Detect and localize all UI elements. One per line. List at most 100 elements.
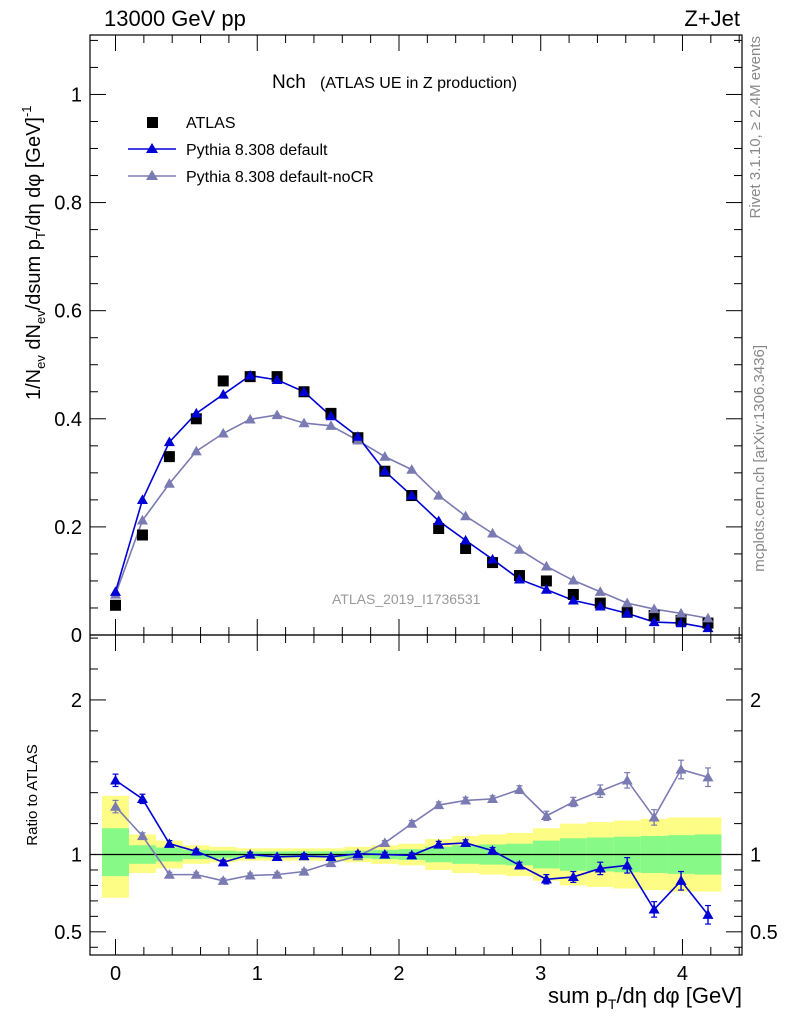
ratio-nocr-point (379, 837, 391, 848)
legend-nocr-label: Pythia 8.308 default-noCR (186, 169, 374, 186)
atlas-data-point (136, 529, 148, 541)
atlas-data-point (217, 375, 229, 387)
default-data-point (406, 490, 418, 500)
x-tick-label: 2 (393, 963, 404, 985)
default-data-point (567, 594, 579, 605)
plot-title: Nch (272, 72, 306, 93)
ratio-plot-panel: 0.5 1 2 0.5 1 2 0 1 2 3 4 Ratio to ATLAS (24, 634, 778, 985)
ratio-default-point (379, 849, 391, 859)
nocr-data-point (460, 510, 472, 521)
atlas-data-point (567, 588, 579, 600)
ratio-nocr-point (487, 793, 499, 803)
nocr-data-point (136, 514, 148, 525)
nocr-data-point (325, 420, 337, 430)
legend-atlas-marker (147, 117, 158, 128)
default-data-point (487, 553, 499, 564)
ratio-default-point (352, 848, 364, 858)
main-y-axis-title: 1/Nev dNev/dsum pT/dη dφ [GeV]-1 (19, 105, 48, 400)
ratio-nocr-point (163, 869, 175, 879)
default-data-point (325, 410, 337, 421)
legend-nocr-marker (146, 170, 158, 180)
atlas-data-point (110, 599, 122, 611)
ratio-y-tick-label-right: 0.5 (750, 922, 778, 944)
ratio-y-tick-label-right: 2 (750, 690, 761, 712)
atlas-data-point (648, 610, 660, 622)
atlas-data-point (460, 543, 472, 555)
ratio-nocr-point (271, 869, 283, 879)
default-data-point (110, 586, 122, 596)
ratio-default-point (540, 873, 552, 884)
main-y-tick-label: 1 (71, 84, 82, 106)
default-data-point (513, 573, 525, 584)
legend: ATLAS Pythia 8.308 default Pythia 8.308 … (128, 115, 374, 186)
source-label: mcplots.cern.ch [arXiv:1306.3436] (751, 345, 768, 572)
ratio-default-point (675, 875, 687, 885)
ratio-y-axis-title: Ratio to ATLAS (24, 744, 41, 845)
rivet-version-label: Rivet 3.1.10, ≥ 2.4M events (747, 36, 764, 219)
ratio-nocr-point (513, 784, 525, 794)
default-data-point (298, 386, 310, 396)
default-data-point (271, 374, 283, 384)
analysis-label: ATLAS_2019_I1736531 (332, 591, 481, 607)
ratio-default-point (190, 845, 202, 856)
header-right: Z+Jet (684, 6, 740, 31)
x-tick-label: 4 (677, 963, 688, 985)
ratio-default-point (163, 838, 175, 848)
default-data-point (460, 534, 472, 545)
header-left: 13000 GeV pp (104, 6, 246, 31)
ratio-y-tick-label-right: 1 (750, 845, 761, 867)
ratio-nocr-point (244, 869, 256, 880)
default-data-point (244, 370, 256, 380)
atlas-data-point (163, 451, 175, 463)
legend-atlas-label: ATLAS (186, 115, 236, 132)
ratio-default-point (594, 862, 606, 873)
ratio-nocr-point (702, 771, 714, 782)
ratio-default-point (621, 859, 633, 870)
main-y-tick-label: 0 (71, 625, 82, 647)
nocr-data-point (163, 478, 175, 488)
ratio-default-point (406, 849, 418, 860)
ratio-nocr-point (136, 830, 148, 841)
ratio-nocr-point (110, 801, 122, 811)
ratio-nocr-point (675, 763, 687, 774)
ratio-default-point (244, 849, 256, 859)
series-line-nocr (114, 414, 709, 620)
plot-subtitle: (ATLAS UE in Z production) (320, 75, 517, 92)
nocr-data-point (594, 586, 606, 596)
default-data-point (352, 431, 364, 441)
x-tick-label: 0 (110, 963, 121, 985)
nocr-data-point (648, 603, 660, 614)
ratio-nocr-point (540, 810, 552, 820)
ratio-y-tick-label: 1 (71, 845, 82, 867)
ratio-default-point (460, 837, 472, 848)
atlas-data-point (433, 523, 445, 535)
main-plot-panel: 0 0.2 0.4 0.6 0.8 1 Nch (ATLAS UE in Z produc… (19, 34, 743, 647)
default-data-point (675, 617, 687, 628)
main-y-tick-label: 0.6 (54, 301, 82, 323)
nocr-data-point (406, 464, 418, 474)
nocr-data-point (513, 544, 525, 554)
ratio-nocr-point (648, 811, 660, 822)
default-data-point (648, 616, 660, 627)
ratio-nocr-point (433, 799, 445, 810)
default-data-point (163, 436, 175, 447)
default-data-point (190, 407, 202, 418)
main-y-tick-label: 0.2 (54, 517, 82, 539)
ratio-default-point (325, 851, 337, 861)
nocr-data-point (379, 451, 391, 461)
ratio-nocr-point (567, 796, 579, 807)
ratio-plot-frame (89, 634, 743, 956)
ratio-default-point (271, 851, 283, 861)
ratio-nocr-point (621, 774, 633, 785)
ratio-default-point (567, 871, 579, 882)
default-data-point (621, 607, 633, 618)
nocr-data-point (298, 417, 310, 428)
nocr-data-point (567, 574, 579, 585)
ratio-default-point (487, 845, 499, 855)
ratio-default-point (433, 838, 445, 849)
ratio-nocr-point (460, 794, 472, 805)
x-tick-label: 1 (252, 963, 263, 985)
default-data-point (433, 515, 445, 526)
x-tick-label: 3 (535, 963, 546, 985)
